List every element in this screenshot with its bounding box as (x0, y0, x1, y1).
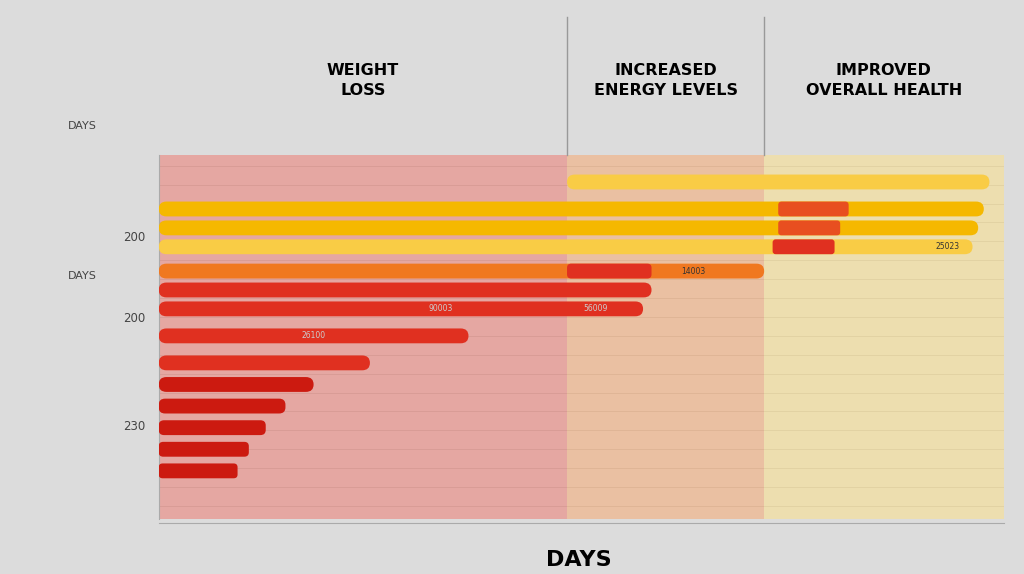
Text: DAYS: DAYS (546, 550, 611, 569)
Text: IMPROVED
OVERALL HEALTH: IMPROVED OVERALL HEALTH (806, 63, 962, 98)
FancyBboxPatch shape (159, 463, 238, 478)
Bar (159, 155, 567, 519)
FancyBboxPatch shape (159, 355, 370, 370)
Text: DAYS: DAYS (68, 270, 96, 281)
Text: 56009: 56009 (583, 304, 607, 313)
FancyBboxPatch shape (159, 239, 973, 254)
Text: DAYS: DAYS (68, 121, 96, 131)
Text: 26100: 26100 (301, 331, 326, 340)
FancyBboxPatch shape (159, 282, 651, 297)
FancyBboxPatch shape (159, 263, 764, 278)
FancyBboxPatch shape (159, 220, 978, 235)
FancyBboxPatch shape (778, 201, 849, 216)
FancyBboxPatch shape (159, 442, 249, 457)
FancyBboxPatch shape (772, 239, 835, 254)
Bar (567, 155, 764, 519)
Text: 25023: 25023 (935, 242, 959, 251)
FancyBboxPatch shape (778, 220, 840, 235)
FancyBboxPatch shape (159, 328, 469, 343)
FancyBboxPatch shape (159, 377, 313, 392)
FancyBboxPatch shape (567, 174, 989, 189)
FancyBboxPatch shape (159, 201, 984, 216)
FancyBboxPatch shape (159, 399, 286, 413)
Bar (764, 155, 1004, 519)
FancyBboxPatch shape (159, 301, 643, 316)
Text: 14003: 14003 (682, 266, 706, 276)
FancyBboxPatch shape (159, 420, 265, 435)
Text: 90003: 90003 (428, 304, 453, 313)
FancyBboxPatch shape (567, 263, 651, 278)
Text: WEIGHT
LOSS: WEIGHT LOSS (327, 63, 399, 98)
Text: INCREASED
ENERGY LEVELS: INCREASED ENERGY LEVELS (594, 63, 737, 98)
